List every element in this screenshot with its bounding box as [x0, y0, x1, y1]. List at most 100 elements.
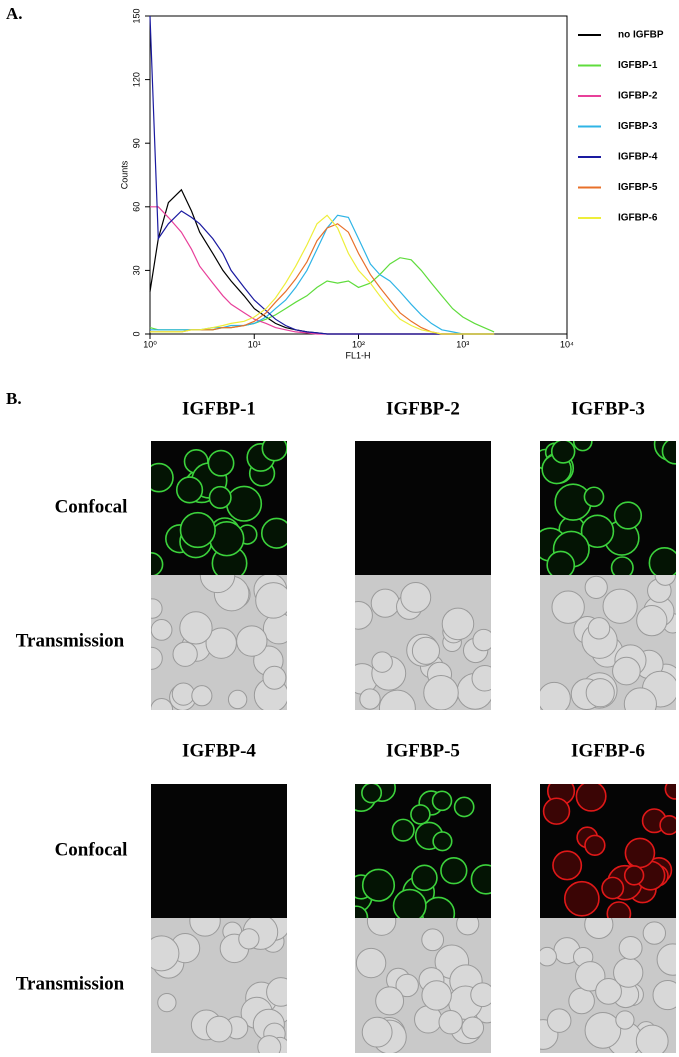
cell [613, 501, 643, 530]
cell [421, 980, 452, 1011]
cell [472, 628, 491, 652]
cell [208, 485, 232, 510]
row-label: Transmission [16, 630, 125, 651]
cell [375, 986, 405, 1016]
cell [172, 641, 198, 667]
cell [359, 688, 381, 710]
legend-label: IGFBP-4 [618, 152, 658, 163]
panel-label: A. [6, 4, 23, 23]
cell [262, 665, 287, 690]
cell [546, 1008, 572, 1033]
plot-frame [149, 15, 568, 335]
cell [205, 1015, 233, 1043]
cell [378, 689, 416, 710]
cell [395, 973, 419, 998]
cell [552, 850, 583, 881]
cell [151, 698, 174, 710]
cell [207, 449, 235, 477]
column-title: IGFBP-4 [182, 740, 256, 761]
row-label: Confocal [55, 496, 128, 517]
column-title: IGFBP-2 [386, 398, 460, 419]
cell [370, 588, 400, 618]
row-label: Confocal [55, 839, 128, 860]
cell [391, 818, 415, 842]
cell [461, 1016, 485, 1040]
column-title: IGFBP-5 [386, 740, 460, 761]
micrograph [151, 575, 287, 710]
cell [400, 581, 432, 613]
cell [572, 441, 593, 452]
cell [540, 946, 557, 967]
cell [470, 864, 491, 895]
cell [652, 979, 676, 1011]
cell [583, 486, 605, 508]
cell [456, 918, 480, 936]
cell [261, 441, 287, 462]
cell [411, 864, 438, 892]
column-title: IGFBP-1 [182, 398, 256, 419]
cell [225, 485, 263, 522]
cell [471, 664, 491, 692]
y-axis-label: Counts [119, 160, 129, 189]
micrograph [355, 918, 491, 1053]
x-tick-label: 10⁴ [560, 339, 574, 349]
cell [151, 646, 163, 670]
legend-label: IGFBP-3 [618, 121, 658, 132]
micrograph [151, 918, 287, 1053]
cell [656, 943, 676, 976]
cell [151, 935, 180, 972]
cell [423, 674, 459, 710]
cell [421, 928, 445, 952]
cell [175, 476, 204, 504]
panel-label: B. [6, 389, 22, 408]
micrograph [151, 784, 287, 918]
cell [636, 604, 668, 637]
cell [361, 868, 396, 902]
series-line [150, 214, 495, 335]
y-tick-label: 120 [131, 72, 141, 87]
micrograph [540, 784, 676, 918]
legend-label: IGFBP-6 [618, 213, 658, 224]
cell [355, 600, 373, 630]
cell [623, 865, 645, 886]
cell [546, 550, 576, 575]
micrograph [540, 918, 676, 1053]
micrograph [540, 575, 676, 710]
cell [575, 784, 607, 812]
cell [431, 790, 453, 812]
cell [585, 678, 615, 708]
cell [189, 918, 221, 937]
cell [453, 796, 475, 818]
series-line [150, 223, 495, 335]
cell [584, 575, 608, 599]
cell [618, 935, 643, 960]
cell [542, 797, 571, 825]
series-line [150, 214, 495, 335]
cell [355, 905, 369, 918]
cell [661, 441, 676, 465]
cell [438, 1009, 463, 1035]
x-tick-label: 10⁰ [143, 339, 157, 349]
cell [440, 856, 468, 885]
cell [199, 575, 236, 594]
cell [563, 880, 600, 917]
legend-label: IGFBP-1 [618, 60, 658, 71]
cell [648, 547, 676, 575]
cell [171, 682, 195, 706]
y-tick-label: 150 [131, 8, 141, 23]
cell [610, 556, 634, 575]
x-axis-label: FL1-H [345, 350, 370, 360]
cell [568, 987, 595, 1015]
series-line [149, 188, 495, 335]
x-tick-label: 10³ [456, 339, 469, 349]
cell [266, 977, 287, 1007]
cell [551, 590, 585, 624]
cell [540, 681, 571, 710]
cell [227, 689, 248, 710]
cell [612, 656, 641, 686]
micrograph [355, 784, 491, 918]
cell [392, 888, 427, 918]
cell [151, 551, 164, 575]
cell [191, 685, 213, 707]
column-title: IGFBP-3 [571, 398, 645, 419]
